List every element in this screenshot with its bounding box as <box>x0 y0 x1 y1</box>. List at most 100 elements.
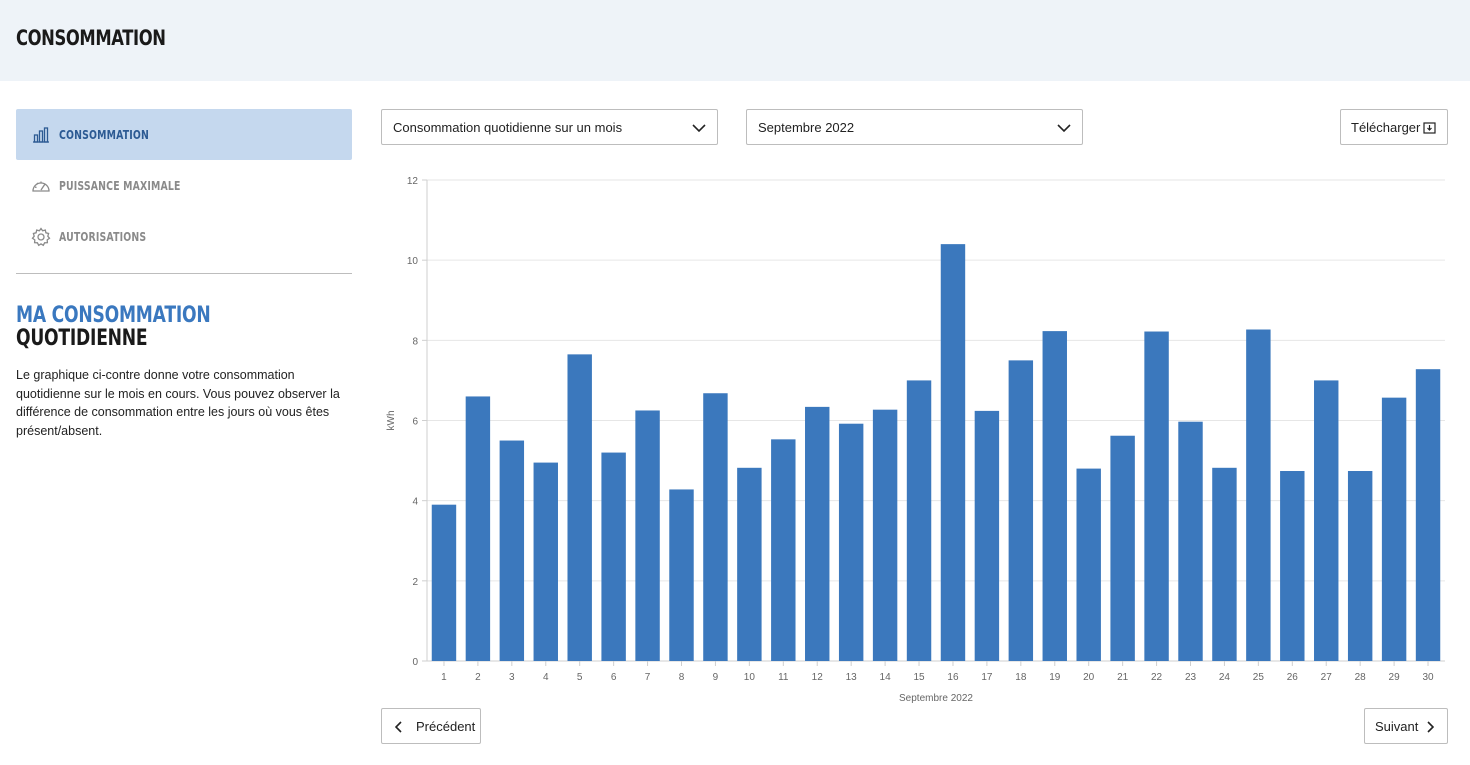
x-tick-label: 11 <box>778 672 789 683</box>
bar <box>635 410 660 661</box>
bar <box>1347 471 1373 661</box>
x-tick-label: 22 <box>1151 672 1163 683</box>
bar <box>838 423 864 661</box>
month-select[interactable]: Septembre 2022 <box>746 109 1083 145</box>
info-description: Le graphique ci-contre donne votre conso… <box>16 368 340 438</box>
bar <box>1246 329 1271 661</box>
x-tick-label: 19 <box>1049 672 1061 683</box>
bar <box>1381 397 1407 661</box>
next-button-label: Suivant <box>1375 718 1419 734</box>
x-tick-label: 6 <box>611 672 617 683</box>
bar <box>771 439 796 661</box>
x-tick-label: 18 <box>1015 672 1027 683</box>
y-tick-label: 4 <box>412 497 418 508</box>
bar <box>703 393 728 661</box>
next-button[interactable]: Suivant <box>1364 708 1448 744</box>
x-tick-label: 4 <box>543 672 549 683</box>
y-tick-label: 2 <box>412 577 418 588</box>
bar <box>1280 471 1305 661</box>
x-tick-label: 17 <box>981 672 993 683</box>
x-tick-label: 25 <box>1253 672 1265 683</box>
sidebar-item-label: PUISSANCE MAXIMALE <box>59 178 181 193</box>
download-button[interactable]: Télécharger <box>1340 109 1448 145</box>
bar <box>940 244 966 661</box>
x-tick-label: 8 <box>679 672 685 683</box>
x-tick-label: 27 <box>1321 672 1333 683</box>
x-tick-label: 28 <box>1355 672 1367 683</box>
x-axis-label: Septembre 2022 <box>899 693 973 704</box>
page-title: CONSOMMATION <box>16 26 166 50</box>
x-tick-label: 24 <box>1219 672 1231 683</box>
sidebar-item-consommation[interactable]: CONSOMMATION <box>16 109 352 160</box>
x-tick-label: 13 <box>846 672 858 683</box>
bar <box>499 440 525 661</box>
chevron-down-icon <box>692 124 706 133</box>
bar <box>1110 435 1135 661</box>
info-title: MA CONSOMMATION <box>16 303 211 328</box>
x-tick-label: 20 <box>1083 672 1095 683</box>
x-tick-label: 1 <box>441 672 447 683</box>
y-tick-label: 8 <box>412 336 418 347</box>
x-tick-label: 7 <box>645 672 651 683</box>
y-tick-label: 12 <box>407 176 419 187</box>
period-select-value: Consommation quotidienne sur un mois <box>393 119 623 135</box>
previous-button-label: Précédent <box>416 718 476 734</box>
y-tick-label: 10 <box>407 256 419 267</box>
bar <box>533 462 558 661</box>
page-header: CONSOMMATION <box>0 0 1470 81</box>
bar <box>567 354 592 661</box>
chevron-left-icon <box>395 721 402 733</box>
x-tick-label: 26 <box>1287 672 1299 683</box>
bar <box>974 410 1000 661</box>
month-select-value: Septembre 2022 <box>758 119 855 135</box>
x-tick-label: 21 <box>1117 672 1129 683</box>
bar <box>1076 468 1101 661</box>
bar <box>1314 380 1339 661</box>
bar <box>431 504 457 661</box>
bar <box>601 452 626 661</box>
x-tick-label: 14 <box>880 672 892 683</box>
bar <box>737 467 762 661</box>
period-select[interactable]: Consommation quotidienne sur un mois <box>381 109 718 145</box>
bar <box>1415 369 1441 661</box>
x-tick-label: 16 <box>947 672 959 683</box>
chevron-right-icon <box>1427 721 1434 733</box>
sidebar-item-puissance-maximale[interactable]: PUISSANCE MAXIMALE <box>16 160 352 211</box>
sidebar: CONSOMMATION PUISSANCE MAXIMALE AUTORISA… <box>16 109 352 262</box>
x-tick-label: 15 <box>913 672 925 683</box>
y-tick-label: 0 <box>412 657 418 668</box>
bar <box>1144 331 1169 661</box>
info-subtitle: QUOTIDIENNE <box>16 326 148 351</box>
x-tick-label: 30 <box>1422 672 1434 683</box>
y-tick-label: 6 <box>412 417 418 428</box>
consumption-chart: 0 2 4 6 8 10 12 1 2 3 4 5 6 7 8 9 10 11 12 13 14 15 16 17 18 19 20… <box>381 168 1451 713</box>
x-tick-label: 5 <box>577 672 583 683</box>
bar-chart-icon <box>31 125 51 145</box>
sidebar-item-autorisations[interactable]: AUTORISATIONS <box>16 211 352 262</box>
bar <box>669 489 694 661</box>
previous-button[interactable]: Précédent <box>381 708 481 744</box>
bar <box>1212 467 1237 661</box>
bar <box>1042 331 1067 661</box>
x-tick-label: 29 <box>1389 672 1401 683</box>
x-tick-label: 10 <box>744 672 756 683</box>
gear-icon <box>31 226 51 247</box>
chevron-down-icon <box>1057 124 1071 133</box>
x-tick-label: 2 <box>475 672 481 683</box>
bar <box>465 396 491 661</box>
x-tick-label: 12 <box>812 672 824 683</box>
x-tick-label: 23 <box>1185 672 1197 683</box>
sidebar-divider <box>16 273 352 274</box>
download-icon <box>1423 122 1436 134</box>
x-tick-label: 3 <box>509 672 515 683</box>
bar <box>805 406 830 661</box>
sidebar-item-label: CONSOMMATION <box>59 127 150 142</box>
download-button-label: Télécharger <box>1351 119 1421 135</box>
bar <box>872 409 898 661</box>
bar <box>1178 421 1203 661</box>
x-tick-label: 9 <box>713 672 719 683</box>
gauge-icon <box>31 176 51 196</box>
bar <box>906 380 932 661</box>
sidebar-item-label: AUTORISATIONS <box>59 229 147 244</box>
